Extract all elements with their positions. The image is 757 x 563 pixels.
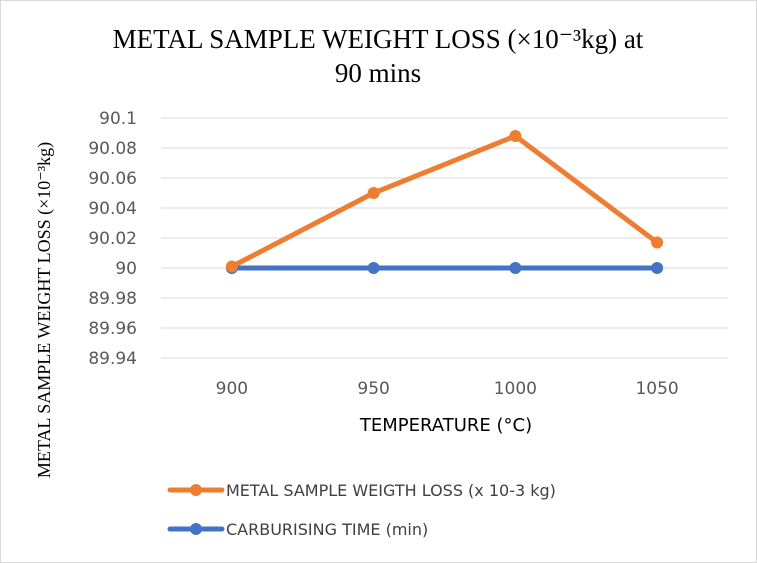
y-tick-label: 90.02 <box>88 229 137 249</box>
data-point <box>651 262 664 274</box>
x-tick-label: 1000 <box>494 379 537 399</box>
data-point <box>367 262 380 274</box>
legend-label: CARBURISING TIME (min) <box>226 520 428 539</box>
y-tick-label: 90.08 <box>88 139 137 159</box>
y-axis-label: METAL SAMPLE WEIGHT LOSS (×10⁻³kg) <box>34 142 55 478</box>
data-point <box>225 260 238 273</box>
y-tick-label: 90 <box>115 259 137 279</box>
y-tick-label: 90.04 <box>88 199 137 219</box>
y-tick-label: 89.94 <box>88 349 137 369</box>
x-tick-label: 900 <box>216 379 248 399</box>
series-lines <box>225 130 664 274</box>
x-tick-label: 1050 <box>635 379 678 399</box>
x-tick-labels: 900 950 1000 1050 <box>216 379 679 399</box>
x-axis-label: TEMPERATURE (°C) <box>359 415 532 436</box>
y-tick-label: 89.96 <box>88 319 137 339</box>
series-line <box>229 133 660 269</box>
data-point <box>367 187 380 199</box>
chart-title-line-2: 90 mins <box>335 58 421 88</box>
data-point <box>509 262 522 274</box>
legend: METAL SAMPLE WEIGTH LOSS (x 10-3 kg) CARB… <box>167 481 556 539</box>
chart-title-line-1: METAL SAMPLE WEIGHT LOSS (×10⁻³kg) at <box>113 24 644 54</box>
y-tick-label: 90.1 <box>99 109 137 129</box>
legend-label: METAL SAMPLE WEIGTH LOSS (x 10-3 kg) <box>226 481 556 500</box>
data-point <box>509 130 522 142</box>
y-tick-labels: 89.94 89.96 89.98 90 90.02 90.04 90.06 90.08 90.… <box>88 109 137 369</box>
data-point <box>651 236 664 249</box>
legend-swatch-marker <box>190 523 202 535</box>
legend-swatch-marker <box>190 484 202 496</box>
x-tick-label: 950 <box>357 379 389 399</box>
y-tick-label: 90.06 <box>88 169 137 189</box>
gridlines <box>161 117 728 359</box>
y-tick-label: 89.98 <box>88 289 137 309</box>
